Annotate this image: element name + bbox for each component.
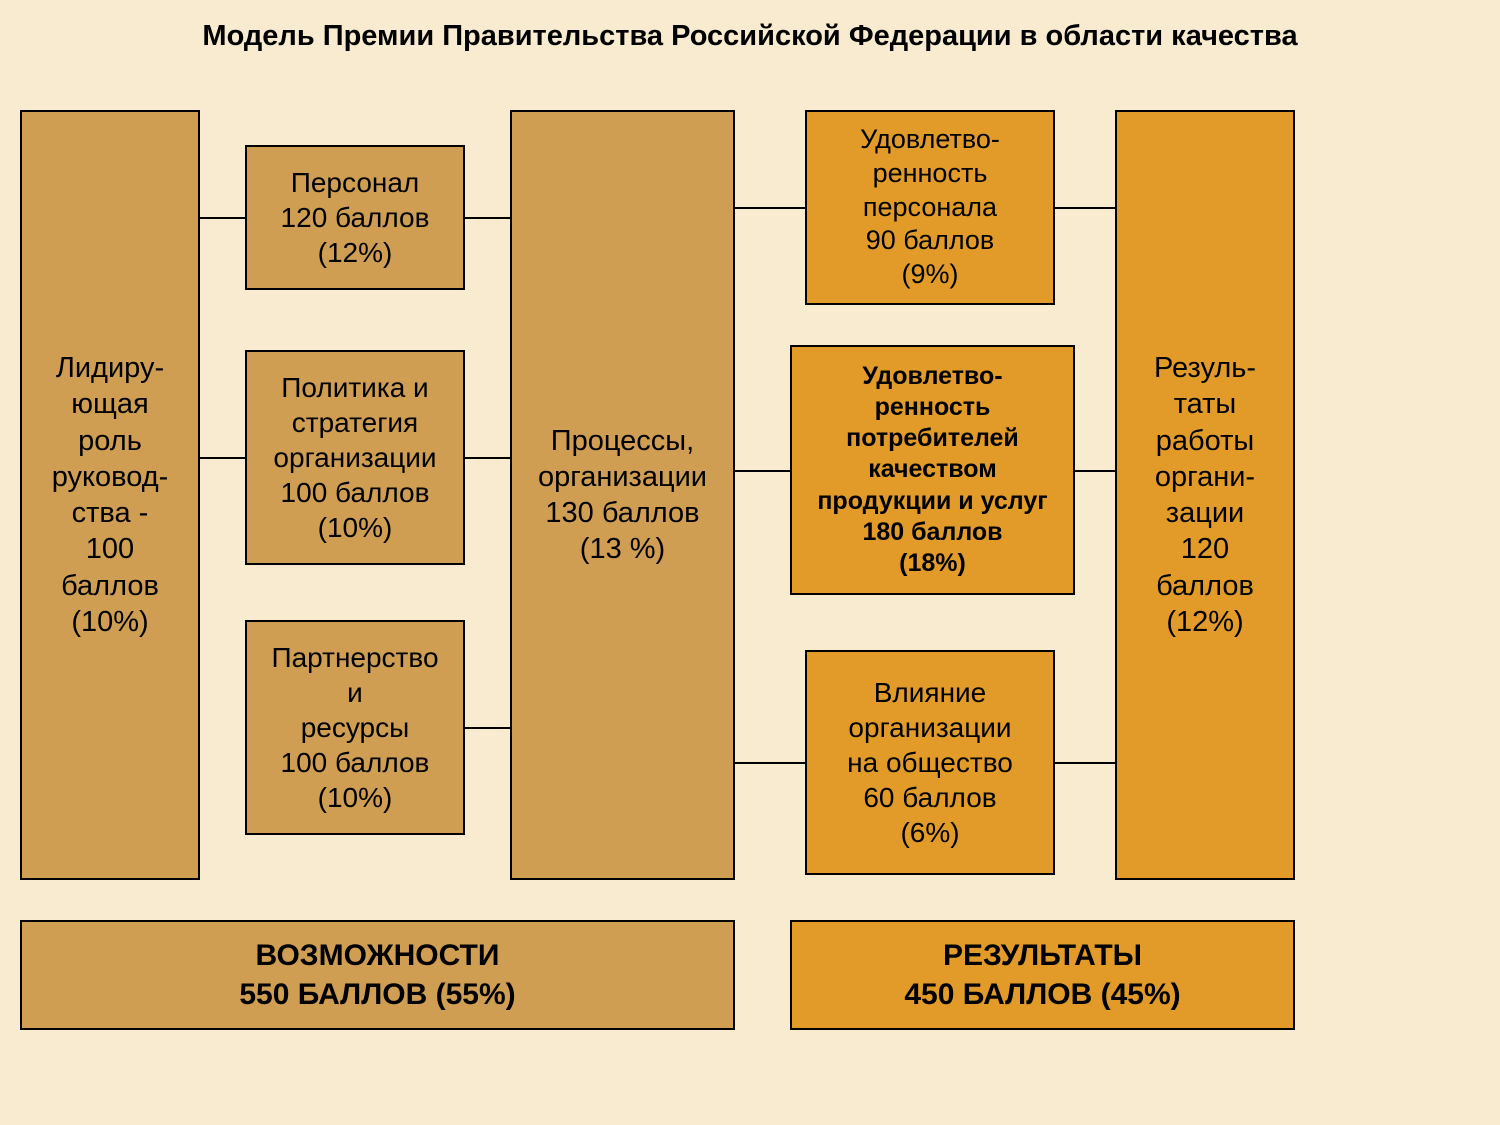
title-text: Модель Премии Правительства Российской Ф… (202, 20, 1297, 52)
connector-line (735, 207, 805, 209)
box-society-impact: Влияние организации на общество 60 балло… (805, 650, 1055, 875)
footer-results-line1: РЕЗУЛЬТАТЫ (943, 936, 1142, 975)
connector-line (735, 470, 790, 472)
box-results-text: Резуль- таты работы органи- зации 120 ба… (1154, 350, 1256, 640)
box-leadership-text: Лидиру- ющая роль руковод- ства - 100 ба… (52, 350, 169, 640)
diagram-title: Модель Премии Правительства Российской Ф… (0, 20, 1500, 53)
connector-line (1055, 762, 1115, 764)
connector-line (465, 457, 510, 459)
box-sat-consumers-text: Удовлетво- ренность потребителей качеств… (817, 361, 1047, 580)
connector-line (1055, 207, 1115, 209)
connector-line (465, 217, 510, 219)
connector-line (200, 217, 245, 219)
box-personnel-text: Персонал 120 баллов (12%) (281, 165, 430, 270)
footer-results-line2: 450 БАЛЛОВ (45%) (904, 975, 1180, 1014)
box-sat-personnel-text: Удовлетво- ренность персонала 90 баллов … (860, 123, 1000, 292)
box-satisfaction-personnel: Удовлетво- ренность персонала 90 баллов … (805, 110, 1055, 305)
connector-line (465, 727, 510, 729)
box-results: Резуль- таты работы органи- зации 120 ба… (1115, 110, 1295, 880)
box-processes: Процессы, организации 130 баллов (13 %) (510, 110, 735, 880)
box-partnership: Партнерство и ресурсы 100 баллов (10%) (245, 620, 465, 835)
box-partnership-text: Партнерство и ресурсы 100 баллов (10%) (271, 640, 438, 815)
footer-capabilities: ВОЗМОЖНОСТИ 550 БАЛЛОВ (55%) (20, 920, 735, 1030)
box-satisfaction-consumers: Удовлетво- ренность потребителей качеств… (790, 345, 1075, 595)
box-processes-text: Процессы, организации 130 баллов (13 %) (538, 423, 707, 568)
connector-line (735, 762, 805, 764)
footer-capabilities-line2: 550 БАЛЛОВ (55%) (239, 975, 515, 1014)
connector-line (200, 457, 245, 459)
connector-line (1075, 470, 1115, 472)
box-policy-text: Политика и стратегия организации 100 бал… (273, 370, 436, 545)
footer-results: РЕЗУЛЬТАТЫ 450 БАЛЛОВ (45%) (790, 920, 1295, 1030)
box-society-text: Влияние организации на общество 60 балло… (847, 675, 1013, 850)
footer-capabilities-line1: ВОЗМОЖНОСТИ (256, 936, 500, 975)
box-personnel: Персонал 120 баллов (12%) (245, 145, 465, 290)
box-policy: Политика и стратегия организации 100 бал… (245, 350, 465, 565)
box-leadership: Лидиру- ющая роль руковод- ства - 100 ба… (20, 110, 200, 880)
